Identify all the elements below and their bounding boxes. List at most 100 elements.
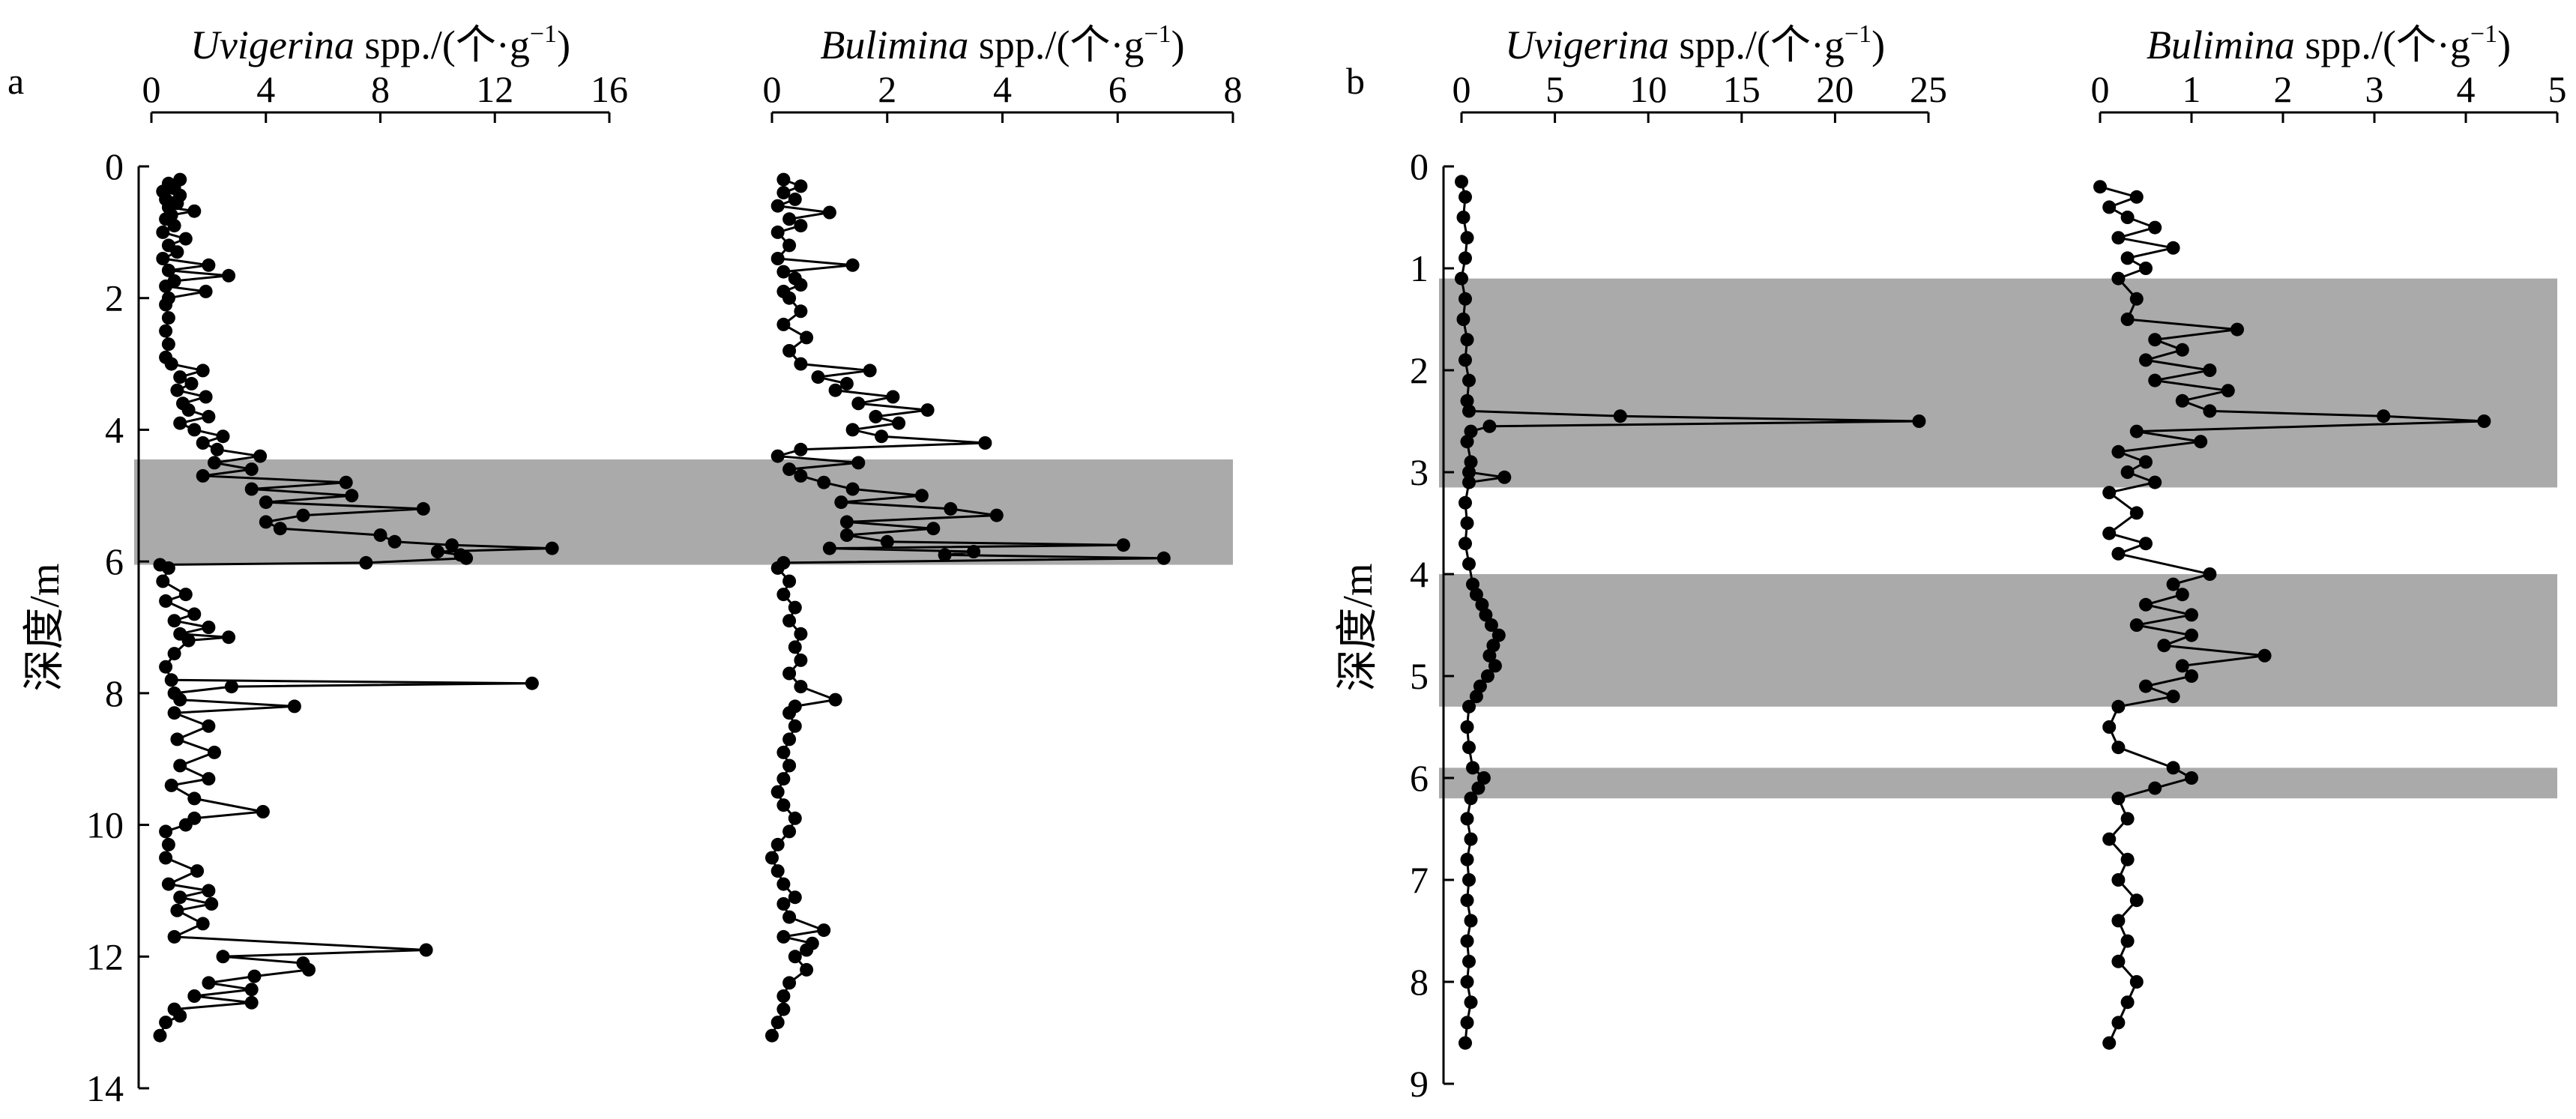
data-point — [164, 673, 178, 687]
data-point — [2194, 435, 2208, 449]
data-point — [926, 522, 941, 536]
data-point — [208, 456, 221, 470]
data-point — [1455, 175, 1468, 189]
data-point — [782, 976, 797, 990]
data-point — [1456, 211, 1471, 224]
data-point — [159, 594, 173, 608]
data-point — [196, 468, 210, 483]
data-point — [776, 1002, 791, 1016]
y-tick-label: 10 — [86, 804, 124, 846]
data-point — [1459, 353, 1472, 367]
data-point — [776, 265, 791, 279]
x-tick-label: 3 — [2365, 68, 2384, 110]
data-point — [178, 818, 193, 832]
data-point — [222, 268, 236, 283]
data-point — [828, 693, 842, 707]
data-point — [1460, 975, 1474, 989]
data-point — [1459, 495, 1472, 510]
data-point — [2129, 975, 2144, 989]
data-point — [167, 647, 181, 661]
data-point — [1464, 832, 1478, 846]
data-point — [1488, 659, 1502, 673]
y-axis-label: 深度/m — [1335, 563, 1381, 691]
data-point — [202, 621, 216, 634]
data-point — [770, 1016, 785, 1030]
data-point — [817, 475, 831, 489]
data-point — [525, 676, 539, 690]
data-point — [776, 588, 791, 602]
y-tick-label: 0 — [1410, 145, 1429, 187]
data-point — [1466, 577, 1479, 591]
data-point — [161, 311, 175, 325]
data-point — [782, 344, 797, 358]
data-point — [2477, 414, 2491, 428]
data-point — [2377, 409, 2391, 423]
data-point — [770, 785, 785, 799]
x-tick-label: 2 — [2274, 68, 2293, 110]
data-point — [1462, 741, 1476, 755]
data-point — [2129, 893, 2144, 908]
y-tick-label: 3 — [1410, 451, 1429, 493]
data-point — [167, 219, 181, 233]
data-point — [2120, 313, 2135, 326]
data-point — [170, 903, 184, 917]
data-point — [2102, 720, 2117, 734]
data-point — [776, 798, 791, 812]
data-point — [2102, 526, 2117, 540]
data-point — [794, 653, 808, 667]
panel-a: a 0 2 4 6 8 10 12 14 深度/m 0 4 8 12 16 Uvigerina spp./(个… — [7, 20, 1243, 1109]
data-point — [2139, 262, 2153, 275]
data-point — [782, 706, 797, 720]
data-point — [2166, 241, 2180, 255]
data-point — [190, 864, 205, 878]
data-point — [2111, 1016, 2126, 1030]
data-point — [1480, 669, 1494, 683]
data-point — [776, 929, 791, 944]
data-point — [216, 429, 230, 444]
x-tick-label: 4 — [993, 68, 1012, 110]
x-tick-label: 12 — [476, 68, 513, 110]
data-point — [839, 515, 854, 529]
data-point — [173, 890, 187, 905]
data-point — [161, 837, 175, 851]
data-point — [2166, 761, 2180, 775]
x-tick-label: 5 — [1545, 68, 1564, 110]
data-point — [2185, 669, 2198, 683]
data-point — [2185, 608, 2198, 622]
y-tick-label: 4 — [105, 408, 124, 450]
data-point — [545, 541, 559, 555]
data-point — [202, 409, 216, 423]
data-point — [178, 588, 193, 602]
y-tick-label: 1 — [1410, 247, 1429, 289]
data-point — [782, 824, 797, 839]
data-point — [2111, 271, 2126, 286]
data-point — [208, 745, 221, 759]
data-point — [2120, 934, 2135, 948]
data-point — [845, 258, 860, 272]
data-point — [1459, 251, 1472, 265]
data-point — [782, 666, 797, 681]
data-point — [2203, 364, 2217, 377]
x-tick-label: 16 — [591, 68, 628, 110]
plot-title: Uvigerina spp./(个·g−1) — [190, 20, 570, 67]
data-point — [776, 745, 791, 759]
data-point — [1469, 588, 1483, 602]
data-point — [2139, 597, 2153, 612]
plot-uvigerina: 0 4 8 12 16 Uvigerina spp./(个·g−1) — [142, 20, 628, 1043]
x-tick-label: 0 — [763, 68, 782, 110]
data-point — [776, 317, 791, 331]
plot-uvigerina: 0 5 10 15 20 25 Uvigerina spp./(个·g−1) — [1453, 20, 1947, 1050]
data-point — [2139, 537, 2153, 551]
data-point — [2175, 659, 2189, 673]
x-tick-label: 20 — [1816, 68, 1853, 110]
data-point — [2102, 1036, 2117, 1050]
data-point — [839, 376, 854, 390]
data-point — [373, 528, 387, 542]
data-point — [782, 758, 797, 773]
data-point — [2148, 475, 2162, 489]
data-point — [1460, 720, 1474, 734]
plot-title: Bulimina spp./(个·g−1) — [2147, 20, 2511, 67]
data-point — [794, 304, 808, 319]
data-point — [187, 204, 202, 218]
